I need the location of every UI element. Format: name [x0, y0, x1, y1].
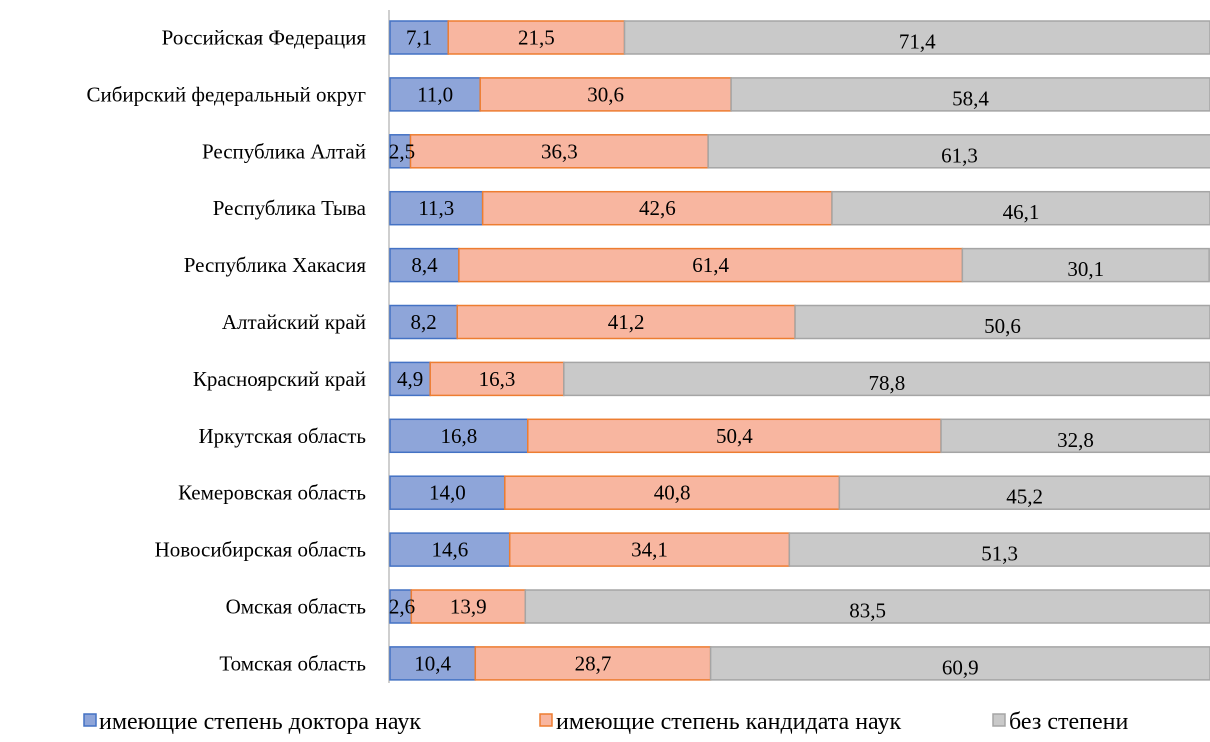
data-label-doctor: 16,8: [441, 424, 478, 448]
category-label: Омская область: [226, 595, 366, 619]
data-label-no-degree: 71,4: [899, 30, 936, 54]
data-label-candidate: 40,8: [654, 481, 691, 505]
data-label-doctor: 2,6: [389, 595, 415, 619]
data-label-doctor: 8,4: [411, 253, 438, 277]
bar-candidate: [474, 646, 712, 681]
category-label: Томская область: [219, 651, 366, 675]
data-label-no-degree: 61,3: [941, 143, 978, 167]
bar-no-degree: [961, 247, 1210, 283]
bar-doctor: [389, 475, 506, 510]
legend-label-no-degree: без степени: [1009, 709, 1128, 735]
data-label-no-degree: 51,3: [981, 542, 1018, 566]
data-label-no-degree: 60,9: [942, 655, 979, 679]
data-label-candidate: 28,7: [575, 651, 612, 675]
data-label-candidate: 13,9: [450, 595, 487, 619]
bar-doctor: [389, 304, 458, 340]
bar-doctor: [389, 361, 431, 397]
bar-no-degree: [831, 190, 1210, 226]
legend-label-candidate: имеющие степень кандидата наук: [556, 709, 901, 735]
data-label-no-degree: 83,5: [849, 599, 886, 623]
bar-no-degree: [788, 532, 1210, 567]
category-label: Республика Хакасия: [184, 253, 367, 277]
data-label-doctor: 4,9: [397, 367, 423, 391]
data-label-no-degree: 58,4: [952, 86, 989, 110]
legend-label-doctor: имеющие степень доктора наук: [99, 709, 421, 735]
bar-no-degree: [940, 418, 1210, 454]
data-label-candidate: 61,4: [692, 253, 729, 277]
category-labels: Российская Федерация Сибирский федеральны…: [86, 26, 366, 676]
bar-doctor: [389, 190, 484, 226]
data-label-no-degree: 30,1: [1067, 257, 1104, 281]
data-label-doctor: 14,0: [429, 481, 466, 505]
data-label-candidate: 50,4: [716, 424, 753, 448]
category-label: Красноярский край: [193, 367, 366, 391]
bar-doctor: [389, 77, 481, 112]
bar-candidate: [456, 304, 796, 340]
legend-swatch-no-degree: [992, 713, 1006, 727]
category-label: Иркутская область: [199, 424, 366, 448]
category-label: Кемеровская область: [178, 481, 366, 505]
bar-doctor: [389, 247, 460, 283]
bar-no-degree: [730, 77, 1210, 112]
legend-swatch-candidate: [539, 713, 553, 727]
bar-candidate: [409, 134, 709, 169]
data-label-doctor: 8,2: [410, 310, 436, 334]
data-label-candidate: 42,6: [639, 196, 676, 220]
bar-no-degree: [707, 134, 1210, 169]
bar-no-degree: [838, 475, 1210, 510]
data-label-doctor: 10,4: [414, 651, 451, 675]
data-label-candidate: 36,3: [541, 139, 578, 163]
data-label-doctor: 2,5: [389, 139, 415, 163]
bar-doctor: [389, 418, 529, 454]
bar-no-degree: [563, 361, 1210, 397]
data-label-doctor: 14,6: [431, 538, 468, 562]
data-label-no-degree: 78,8: [869, 371, 906, 395]
data-label-candidate: 30,6: [587, 82, 624, 106]
bar-no-degree: [524, 589, 1210, 624]
data-label-candidate: 21,5: [518, 26, 555, 50]
data-label-no-degree: 46,1: [1003, 200, 1040, 224]
category-label: Новосибирская область: [155, 538, 366, 562]
bars: [389, 20, 1210, 681]
category-label: Республика Тыва: [213, 196, 367, 220]
legend-swatch-doctor: [83, 713, 97, 727]
data-label-candidate: 41,2: [608, 310, 645, 334]
bar-no-degree: [794, 304, 1210, 340]
bar-candidate: [504, 475, 841, 510]
data-label-no-degree: 45,2: [1006, 485, 1043, 509]
bar-doctor: [389, 532, 511, 567]
legend: имеющие степень доктора наук имеющие сте…: [83, 709, 1128, 735]
data-label-doctor: 7,1: [406, 26, 432, 50]
bar-candidate: [481, 190, 833, 226]
data-label-doctor: 11,0: [417, 82, 453, 106]
data-labels: 7,1 21,5 71,4 11,0 30,6 58,4 2,5 36,3 61,3 11,3 42…: [389, 26, 1104, 680]
bar-candidate: [458, 247, 964, 283]
bar-candidate: [527, 418, 942, 454]
bar-no-degree: [709, 646, 1210, 681]
data-label-doctor: 11,3: [418, 196, 454, 220]
category-label: Сибирский федеральный округ: [86, 82, 366, 106]
bar-candidate: [447, 20, 626, 55]
data-label-no-degree: 50,6: [984, 314, 1021, 338]
bar-no-degree: [623, 20, 1210, 55]
data-label-candidate: 34,1: [631, 538, 668, 562]
category-label: Алтайский край: [222, 310, 366, 334]
data-label-candidate: 16,3: [479, 367, 516, 391]
category-label: Республика Алтай: [202, 139, 366, 163]
category-label: Российская Федерация: [162, 26, 367, 50]
data-label-no-degree: 32,8: [1057, 428, 1094, 452]
